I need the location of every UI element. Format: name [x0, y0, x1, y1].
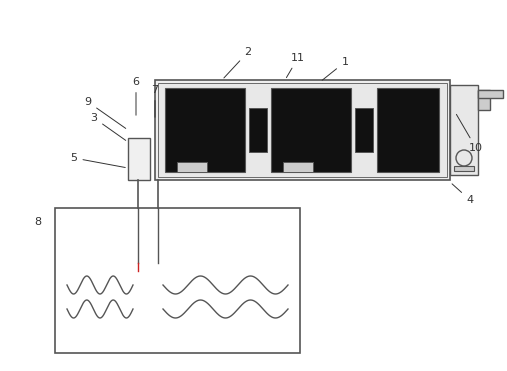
- Bar: [165, 88, 245, 172]
- Text: 3: 3: [91, 113, 126, 140]
- Bar: [155, 80, 450, 180]
- Bar: [450, 85, 478, 175]
- Text: 7: 7: [152, 85, 159, 117]
- Bar: [478, 90, 503, 98]
- Text: 9: 9: [85, 97, 126, 128]
- Bar: [283, 162, 313, 172]
- Bar: [377, 88, 439, 172]
- Bar: [128, 138, 150, 180]
- Text: 1: 1: [322, 57, 348, 80]
- Bar: [454, 166, 474, 171]
- Text: 6: 6: [132, 77, 139, 115]
- Bar: [177, 162, 207, 172]
- Text: 8: 8: [34, 217, 42, 227]
- Bar: [158, 83, 447, 177]
- Text: 4: 4: [452, 184, 474, 205]
- Bar: [55, 208, 300, 353]
- Bar: [271, 88, 351, 172]
- Text: 2: 2: [224, 47, 251, 78]
- Text: 10: 10: [456, 114, 483, 153]
- Bar: [355, 108, 373, 152]
- Text: 11: 11: [286, 53, 305, 78]
- Text: 5: 5: [70, 153, 125, 167]
- Bar: [478, 90, 490, 110]
- Bar: [249, 108, 267, 152]
